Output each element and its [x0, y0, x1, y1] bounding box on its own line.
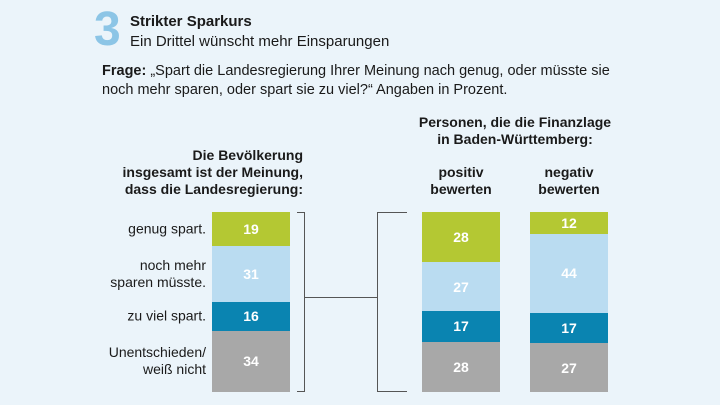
bar-segment: 34 — [212, 330, 290, 392]
data-label: 44 — [561, 265, 577, 282]
bracket-left-bottom — [297, 391, 305, 392]
bar-segment: 27 — [530, 343, 608, 392]
bracket-right-bottom — [377, 391, 407, 392]
series-heading-line: negativ — [544, 164, 594, 180]
bar-segment: 17 — [530, 312, 608, 344]
bracket-left-top — [297, 212, 305, 213]
category-label-line: Unentschieden/ — [108, 344, 206, 361]
category-label: genug spart. — [128, 221, 206, 238]
left-heading-line: insgesamt ist der Meinung, — [122, 164, 303, 180]
data-label: 27 — [561, 359, 577, 376]
bracket-left-vertical — [304, 212, 305, 392]
bracket-right-vertical — [377, 212, 378, 392]
group-heading-line: Personen, die die Finanzlage — [418, 114, 612, 130]
category-label: Unentschieden/weiß nicht — [109, 344, 206, 378]
left-heading-line: dass die Landesregierung: — [124, 181, 303, 197]
bar-segment: 27 — [422, 262, 500, 311]
bracket-right-top — [377, 212, 407, 213]
category-label: noch mehr sparen müsste. — [110, 257, 206, 291]
data-label: 28 — [453, 229, 469, 246]
bar-segment: 17 — [422, 311, 500, 342]
data-label: 17 — [561, 320, 577, 337]
series-heading-line: bewerten — [430, 181, 492, 197]
data-label: 19 — [243, 221, 259, 238]
data-label: 31 — [243, 266, 259, 283]
data-label: 28 — [453, 358, 469, 375]
category-label-line: sparen müsste. — [110, 274, 206, 291]
category-label-line: zu viel spart. — [127, 307, 206, 324]
group-heading: Personen, die die Finanzlage in Baden-Wü… — [400, 114, 630, 148]
category-label: zu viel spart. — [127, 308, 206, 325]
question: Frage: „Spart die Landesregierung Ihrer … — [102, 62, 622, 100]
data-label: 17 — [453, 318, 469, 335]
left-heading: Die Bevölkerung insgesamt ist der Meinun… — [123, 147, 303, 198]
data-label: 27 — [453, 278, 469, 295]
bar-segment: 31 — [212, 246, 290, 302]
series-heading-positiv: positiv bewerten — [422, 164, 500, 198]
series-heading-negativ: negativ bewerten — [530, 164, 608, 198]
bar-segment: 16 — [212, 302, 290, 331]
bar-segment: 19 — [212, 212, 290, 247]
series-heading-line: positiv — [438, 164, 484, 180]
group-heading-line: in Baden-Württemberg: — [437, 131, 593, 147]
category-label-line: weiß nicht — [142, 361, 206, 378]
bar-segment: 12 — [530, 212, 608, 234]
series-heading-line: bewerten — [538, 181, 600, 197]
chart-title: Strikter Sparkurs — [130, 13, 252, 30]
bar-segment: 28 — [422, 212, 500, 263]
chart-number: 3 — [94, 3, 121, 56]
question-label: Frage: — [102, 63, 147, 79]
bar-segment: 28 — [422, 341, 500, 392]
data-label: 34 — [243, 353, 259, 370]
bracket-connector — [305, 297, 377, 298]
category-label-line: noch mehr — [139, 257, 206, 274]
data-label: 16 — [243, 308, 259, 325]
category-label-line: genug spart. — [128, 220, 206, 237]
question-text: „Spart die Landesregierung Ihrer Meinung… — [102, 63, 610, 98]
data-label: 12 — [561, 214, 577, 231]
bar-segment: 44 — [530, 233, 608, 313]
chart-subtitle: Ein Drittel wünscht mehr Einsparungen — [130, 33, 390, 50]
left-heading-line: Die Bevölkerung — [192, 147, 303, 163]
